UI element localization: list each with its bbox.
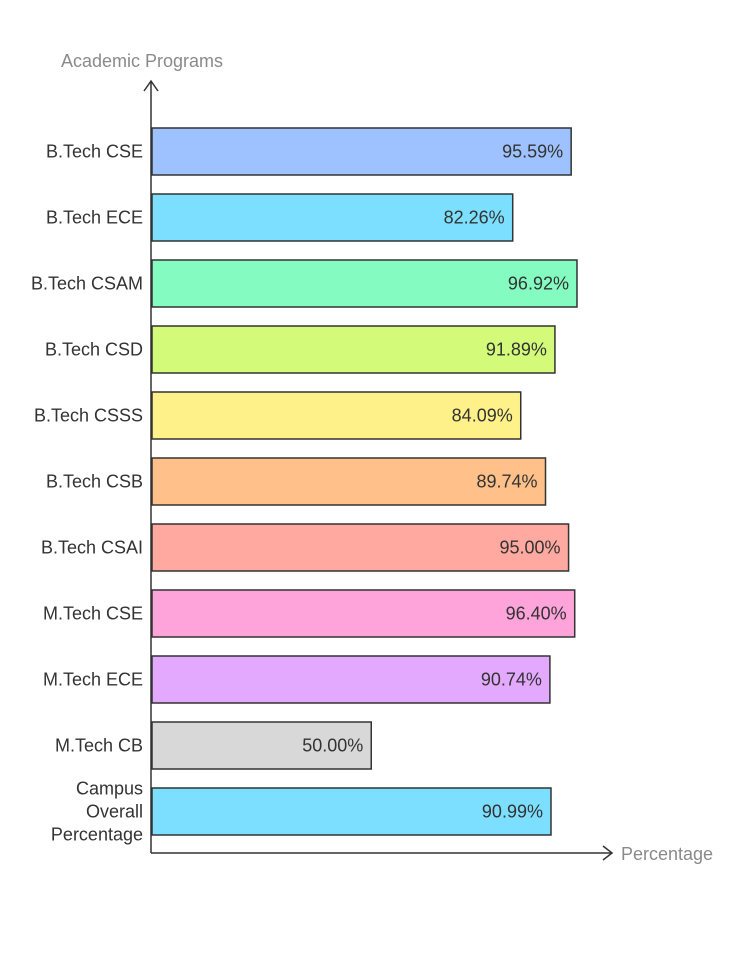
bar-value-label: 90.99% — [482, 802, 543, 822]
category-label: B.Tech CSSS — [34, 406, 143, 426]
bar-value-label: 95.00% — [500, 538, 561, 558]
bar-value-label: 89.74% — [476, 472, 537, 492]
bar — [151, 127, 572, 176]
bar-value-label: 50.00% — [302, 736, 363, 756]
category-label: B.Tech CSB — [46, 472, 143, 492]
bar-value-label: 91.89% — [486, 340, 547, 360]
bar — [151, 457, 547, 506]
bar — [151, 193, 514, 242]
category-label: Campus Overall Percentage — [51, 779, 143, 845]
bar — [151, 589, 576, 638]
bar-value-label: 95.59% — [502, 142, 563, 162]
category-label: M.Tech CB — [55, 736, 143, 756]
category-label: B.Tech CSD — [45, 340, 143, 360]
bar — [151, 523, 570, 572]
bar-value-label: 90.74% — [481, 670, 542, 690]
bars-group: 95.59% B.Tech CSE 82.26% B.Tech ECE 96.92% B.… — [31, 127, 578, 845]
bar — [151, 655, 551, 704]
category-label: B.Tech CSE — [46, 142, 143, 162]
category-label: B.Tech CSAM — [31, 274, 143, 294]
category-label: B.Tech CSAI — [41, 538, 143, 558]
bar-value-label: 96.40% — [506, 604, 567, 624]
bar — [151, 721, 372, 770]
bar — [151, 391, 522, 440]
category-label: M.Tech CSE — [43, 604, 143, 624]
category-label: M.Tech ECE — [43, 670, 143, 690]
bar — [151, 259, 578, 308]
y-axis-arrow-icon — [143, 79, 159, 92]
category-label: B.Tech ECE — [46, 208, 143, 228]
bar-value-label: 82.26% — [444, 208, 505, 228]
bar-value-label: 84.09% — [452, 406, 513, 426]
x-axis — [151, 845, 614, 861]
y-axis — [143, 79, 159, 853]
x-axis-title: Percentage — [621, 844, 713, 864]
bar — [151, 325, 556, 374]
bar — [151, 787, 552, 836]
y-axis-title: Academic Programs — [61, 51, 223, 71]
bar-value-label: 96.92% — [508, 274, 569, 294]
x-axis-arrow-icon — [602, 845, 614, 861]
